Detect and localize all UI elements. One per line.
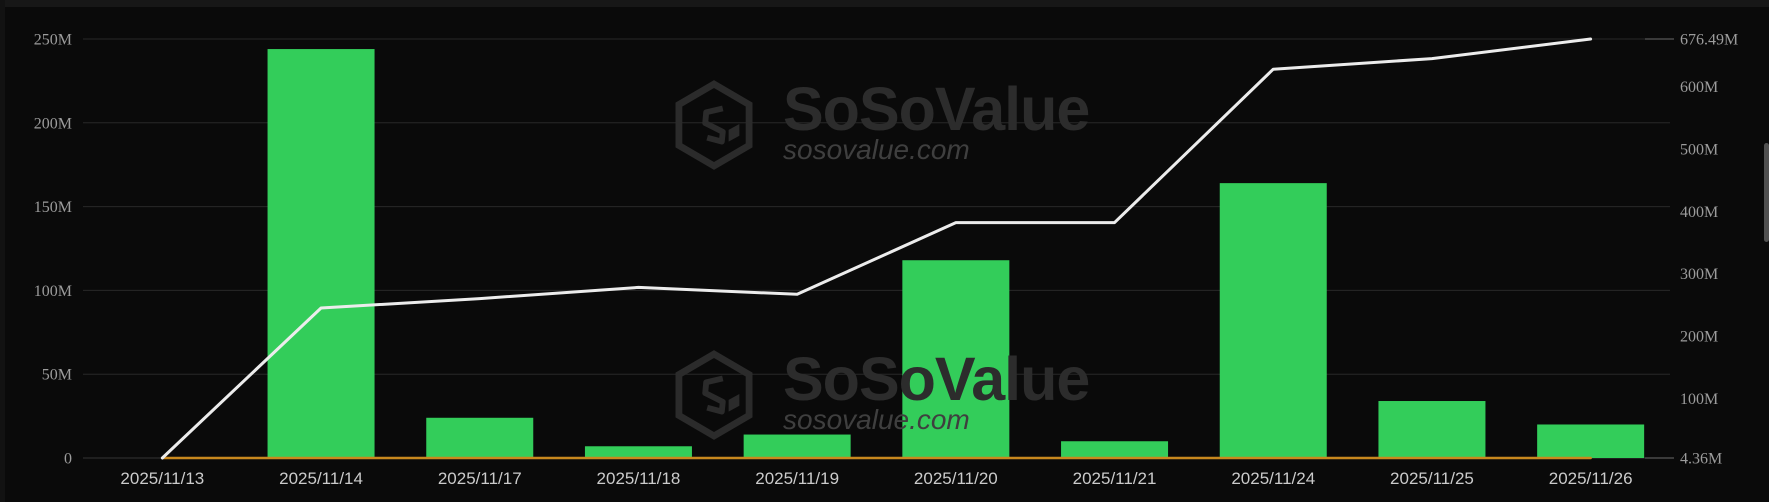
x-axis-label: 2025/11/21: [1073, 469, 1157, 488]
y-axis-label-left: 0: [64, 451, 72, 468]
x-axis-label: 2025/11/13: [120, 469, 204, 488]
x-axis-label: 2025/11/20: [914, 469, 998, 488]
x-axis-label: 2025/11/25: [1390, 469, 1474, 488]
x-axis-label: 2025/11/24: [1231, 469, 1315, 488]
x-axis-label: 2025/11/26: [1549, 469, 1633, 488]
x-axis-label: 2025/11/14: [279, 469, 363, 488]
window-top-edge: [0, 0, 1769, 7]
y-axis-label-left: 200M: [34, 115, 72, 132]
bar-2025/11/18[interactable]: [584, 446, 692, 458]
bar-2025/11/14[interactable]: [267, 49, 375, 458]
y-axis-label-right: 676.49M: [1680, 32, 1738, 49]
bar-2025/11/20[interactable]: [902, 260, 1010, 458]
y-axis-label-right: 200M: [1680, 329, 1718, 346]
window-left-edge: [0, 0, 5, 502]
bar-2025/11/19[interactable]: [743, 434, 851, 458]
bar-2025/11/24[interactable]: [1219, 183, 1327, 459]
y-axis-label-left: 100M: [34, 283, 72, 300]
bar-2025/11/17[interactable]: [426, 417, 534, 458]
x-axis-label: 2025/11/17: [438, 469, 522, 488]
cumulative-white-line[interactable]: [160, 37, 1593, 460]
y-axis-label-right: 300M: [1680, 266, 1718, 283]
bar-2025/11/26[interactable]: [1537, 424, 1645, 458]
scrollbar-thumb[interactable]: [1764, 143, 1769, 242]
x-axis-label: 2025/11/19: [755, 469, 839, 488]
y-axis-label-right: 500M: [1680, 142, 1718, 159]
x-axis-label: 2025/11/18: [597, 469, 681, 488]
y-axis-label-right: 600M: [1680, 79, 1718, 96]
y-axis-label-left: 50M: [42, 367, 72, 384]
y-axis-label-left: 150M: [34, 199, 72, 216]
y-axis-label-left: 250M: [34, 32, 72, 49]
y-axis-label-right: 4.36M: [1680, 451, 1722, 468]
bar-2025/11/21[interactable]: [1061, 441, 1169, 458]
y-axis-label-right: 100M: [1680, 391, 1718, 408]
y-axis-label-right: 400M: [1680, 204, 1718, 221]
bar-2025/11/25[interactable]: [1378, 401, 1486, 458]
